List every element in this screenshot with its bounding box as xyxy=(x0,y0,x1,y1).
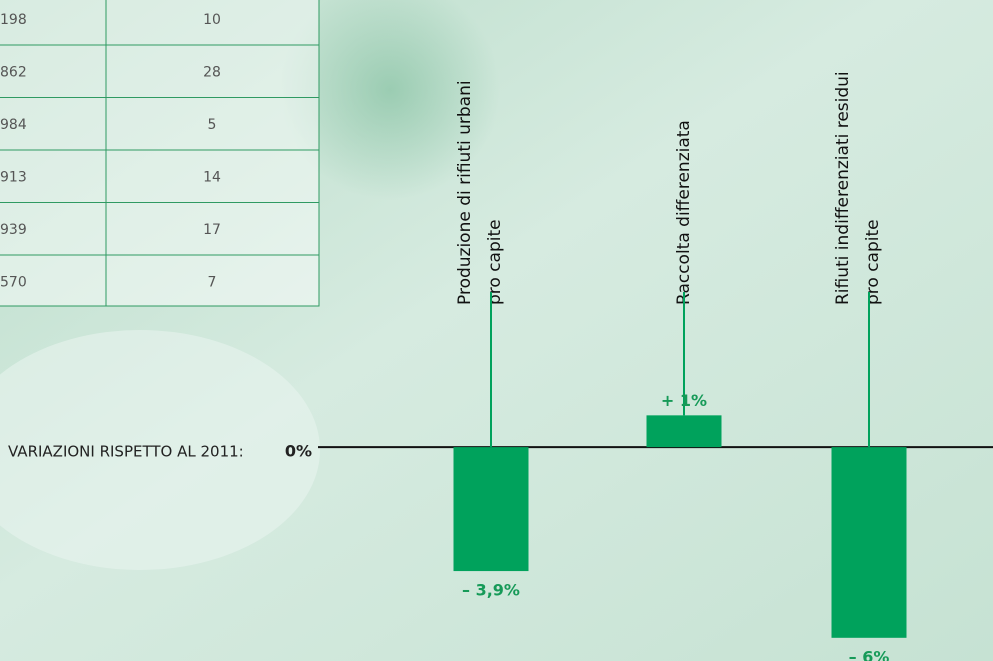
bar xyxy=(832,447,907,638)
table-cell: 5 xyxy=(208,117,217,133)
table-cell: 17 xyxy=(203,222,221,238)
table xyxy=(0,0,319,306)
value-label: + 1% xyxy=(661,391,707,410)
table-cell: 984 xyxy=(0,117,27,133)
page: VARIAZIONI RISPETTO AL 2011: 198 10 862 28 9… xyxy=(0,0,993,661)
chart: VARIAZIONI RISPETTO AL 2011: 198 10 862 28 9… xyxy=(0,0,993,661)
table-cell: 28 xyxy=(203,65,221,81)
table-cell: 10 xyxy=(203,12,221,28)
category-label: pro capite xyxy=(485,219,505,305)
axis-label: VARIAZIONI RISPETTO AL 2011: xyxy=(8,443,244,461)
table-cell: 198 xyxy=(0,12,27,28)
y-tick-label: 0% xyxy=(285,442,312,461)
category-label: Produzione di rifiuti urbani xyxy=(455,80,475,305)
table-cell: 939 xyxy=(0,222,27,238)
table-cell: 570 xyxy=(0,275,27,291)
table-cell: 862 xyxy=(0,65,27,81)
table-cell: 7 xyxy=(208,275,217,291)
bar xyxy=(454,447,529,571)
table-cell: 14 xyxy=(203,170,221,186)
value-label: – 6% xyxy=(849,647,890,661)
category-label: pro capite xyxy=(863,219,883,305)
value-label: – 3,9% xyxy=(462,581,520,600)
bar xyxy=(647,415,722,447)
category-label: Rifiuti indifferenziati residui xyxy=(833,71,853,305)
table-cell: 913 xyxy=(0,170,27,186)
category-label: Raccolta differenziata xyxy=(674,120,694,305)
